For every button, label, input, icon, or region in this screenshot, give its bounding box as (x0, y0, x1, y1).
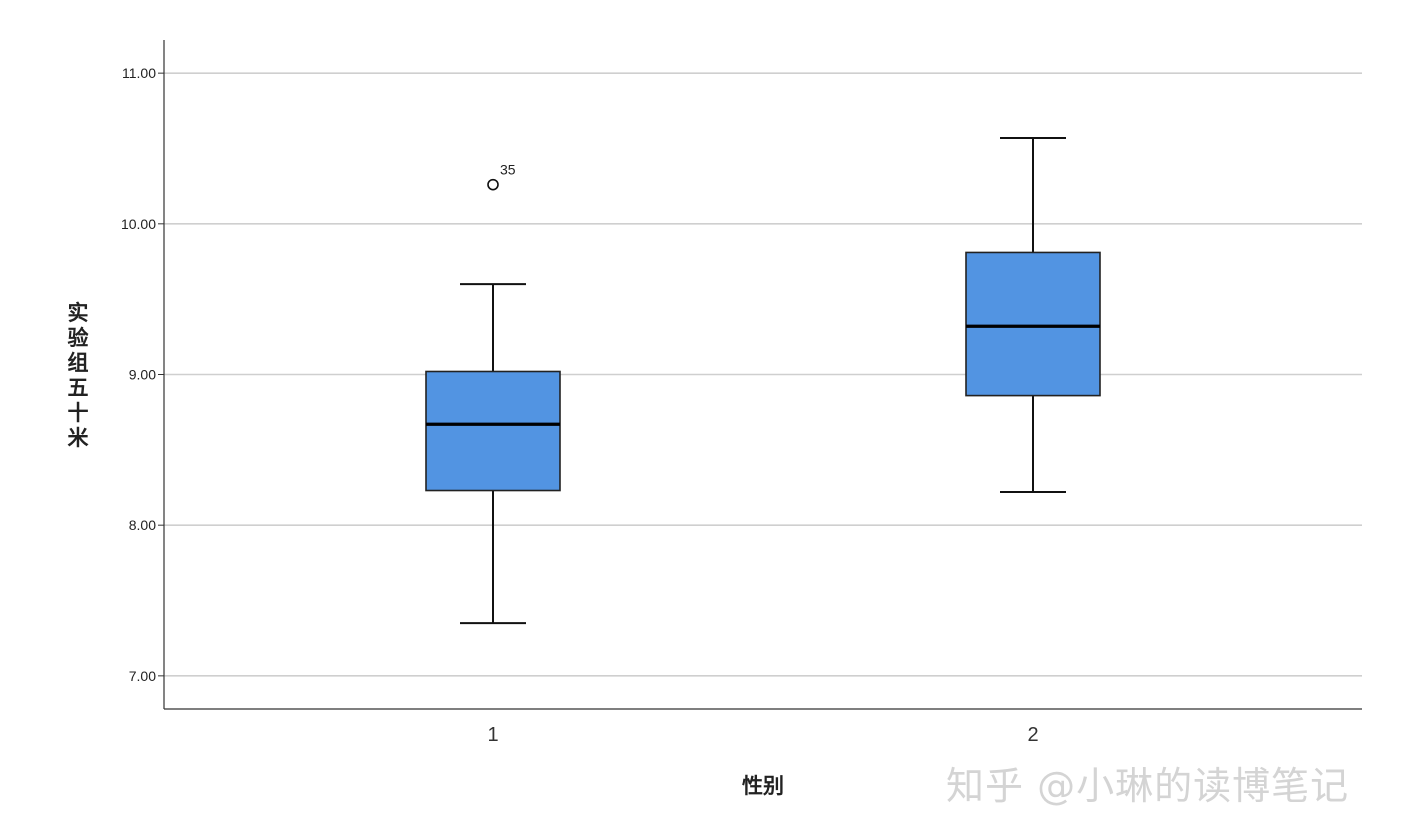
y-axis-ticks: 7.00 8.00 9.00 10.00 11.00 (121, 65, 164, 684)
x-tick-label: 2 (1027, 724, 1038, 746)
boxes: 35 (425, 136, 1101, 625)
box-iqr (965, 251, 1101, 397)
outlier-point (487, 178, 499, 191)
box-group-1: 35 (425, 162, 561, 625)
y-tick-label: 8.00 (129, 517, 156, 533)
box-iqr (425, 370, 561, 492)
y-tick-label: 10.00 (121, 216, 156, 232)
outlier-label: 35 (500, 162, 516, 178)
x-axis-title: 性别 (742, 774, 784, 798)
grid-lines (164, 72, 1362, 677)
box-group-2 (965, 136, 1101, 494)
x-tick-label: 1 (487, 724, 498, 746)
y-tick-label: 9.00 (129, 367, 156, 383)
y-tick-label: 7.00 (129, 668, 156, 684)
y-axis-title: 实验组五十米 (68, 301, 90, 450)
watermark: 知乎 @小琳的读博笔记 (946, 764, 1350, 808)
y-tick-label: 11.00 (122, 65, 156, 81)
